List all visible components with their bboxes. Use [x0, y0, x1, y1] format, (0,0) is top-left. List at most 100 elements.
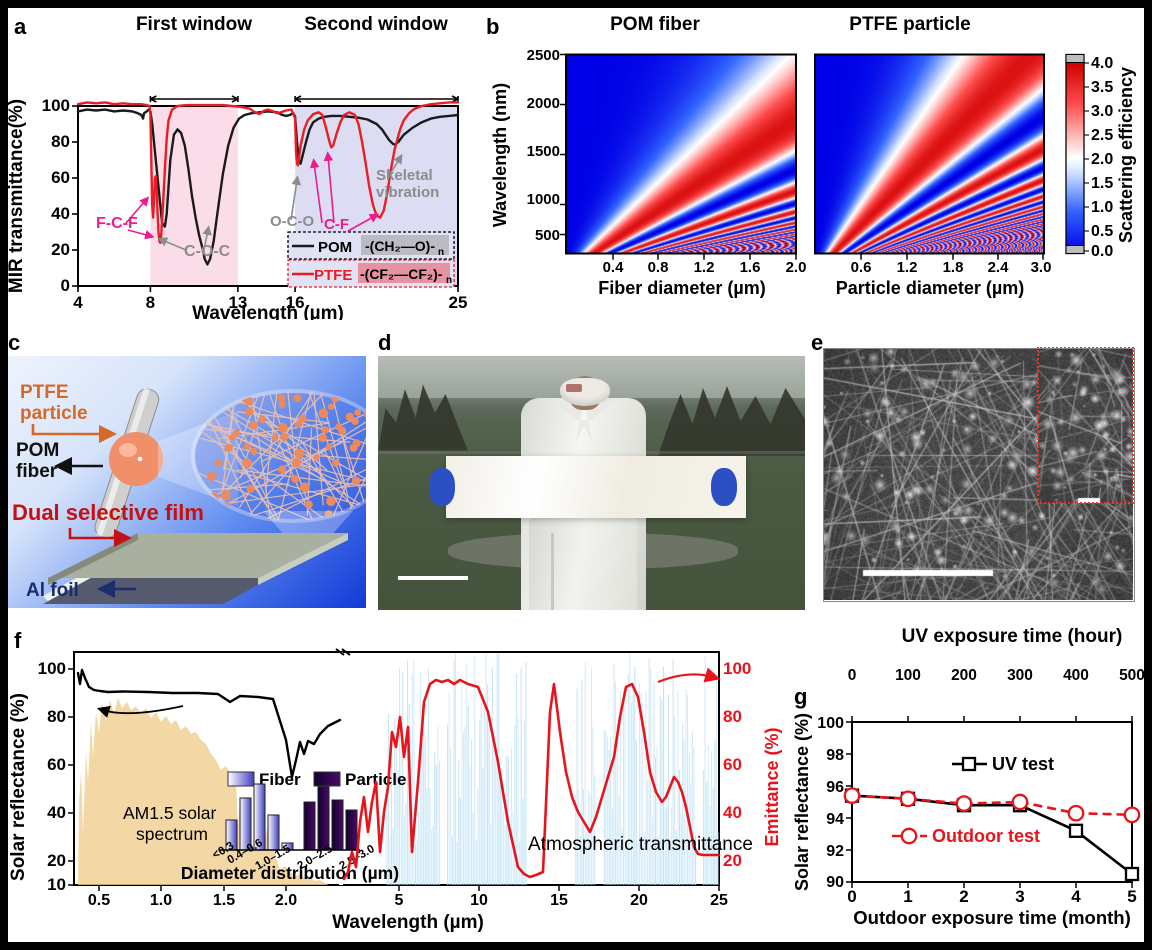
svg-text:Outdoor exposure time (month): Outdoor exposure time (month) — [853, 907, 1131, 928]
svg-text:1: 1 — [903, 887, 912, 906]
svg-text:100: 100 — [42, 96, 70, 115]
svg-text:3.0: 3.0 — [1091, 103, 1113, 120]
svg-text:Wavelength (µm): Wavelength (µm) — [192, 303, 344, 320]
svg-text:3.0: 3.0 — [1031, 259, 1052, 276]
svg-text:C-F: C-F — [324, 216, 349, 233]
svg-text:2.0: 2.0 — [786, 259, 807, 276]
svg-text:0: 0 — [61, 276, 70, 295]
svg-text:Diameter distribution (µm): Diameter distribution (µm) — [181, 863, 399, 883]
svg-text:5: 5 — [1127, 887, 1136, 906]
svg-text:80: 80 — [51, 132, 70, 151]
svg-text:40: 40 — [51, 204, 70, 223]
svg-text:3.5: 3.5 — [1091, 79, 1113, 96]
svg-text:0.5: 0.5 — [88, 892, 110, 909]
svg-text:Skeletal: Skeletal — [376, 167, 433, 184]
svg-text:20: 20 — [47, 851, 66, 870]
svg-text:10: 10 — [47, 875, 66, 894]
svg-text:Outdoor test: Outdoor test — [932, 826, 1040, 846]
svg-text:1.5: 1.5 — [1091, 175, 1113, 192]
svg-text:0.6: 0.6 — [851, 259, 872, 276]
svg-text:POM: POM — [318, 239, 352, 256]
svg-text:-(CH₂—O)-: -(CH₂—O)- — [365, 238, 435, 254]
svg-text:98: 98 — [826, 747, 844, 764]
svg-text:2.5: 2.5 — [1091, 127, 1113, 144]
svg-text:25: 25 — [449, 293, 468, 312]
svg-text:2.4: 2.4 — [988, 259, 1010, 276]
svg-text:300: 300 — [1007, 667, 1033, 684]
svg-text:PTFE particle: PTFE particle — [849, 14, 970, 35]
svg-text:1500: 1500 — [527, 143, 560, 160]
svg-text:4: 4 — [1071, 887, 1081, 906]
svg-text:20: 20 — [630, 892, 648, 909]
svg-text:Solar reflectance (%): Solar reflectance (%) — [792, 713, 812, 891]
svg-text:40: 40 — [723, 803, 742, 822]
svg-text:1.6: 1.6 — [740, 259, 761, 276]
svg-text:100: 100 — [817, 715, 844, 732]
svg-text:100: 100 — [38, 659, 66, 678]
svg-text:10: 10 — [470, 892, 488, 909]
svg-text:Fiber diameter (µm): Fiber diameter (µm) — [598, 278, 765, 298]
svg-text:25: 25 — [710, 892, 728, 909]
svg-text:80: 80 — [47, 707, 66, 726]
svg-text:0.4: 0.4 — [603, 259, 625, 276]
svg-text:4: 4 — [73, 293, 83, 312]
svg-text:n: n — [446, 275, 452, 286]
svg-text:200: 200 — [951, 667, 977, 684]
svg-text:400: 400 — [1063, 667, 1089, 684]
svg-text:2500: 2500 — [527, 47, 560, 64]
svg-text:94: 94 — [826, 811, 844, 828]
svg-text:Scattering efficiency: Scattering efficiency — [1116, 67, 1136, 243]
svg-text:Emittance (%): Emittance (%) — [762, 727, 782, 846]
svg-text:f: f — [14, 628, 22, 653]
svg-text:100: 100 — [895, 667, 921, 684]
svg-text:2: 2 — [959, 887, 968, 906]
svg-text:80: 80 — [723, 707, 742, 726]
svg-text:Wavelength (µm): Wavelength (µm) — [332, 912, 484, 933]
svg-text:1.2: 1.2 — [694, 259, 715, 276]
svg-text:3: 3 — [1015, 887, 1024, 906]
svg-text:MIR transmittance(%): MIR transmittance(%) — [8, 99, 27, 293]
svg-text:500: 500 — [535, 227, 560, 244]
svg-text:Dual selective film: Dual selective film — [12, 500, 204, 525]
svg-text:a: a — [14, 14, 27, 39]
svg-text:90: 90 — [826, 874, 844, 891]
svg-text:vibration: vibration — [376, 184, 439, 201]
svg-text:UV exposure time (hour): UV exposure time (hour) — [902, 626, 1123, 647]
svg-text:n: n — [438, 247, 444, 258]
svg-text:-(CF₂—CF₂)-: -(CF₂—CF₂)- — [360, 266, 443, 282]
svg-text:1000: 1000 — [527, 191, 560, 208]
svg-text:0.5: 0.5 — [1091, 223, 1113, 240]
svg-text:g: g — [794, 684, 807, 709]
svg-text:96: 96 — [826, 779, 844, 796]
svg-text:60: 60 — [51, 168, 70, 187]
svg-text:60: 60 — [723, 755, 742, 774]
svg-text:fiber: fiber — [16, 461, 58, 482]
svg-text:0: 0 — [848, 667, 857, 684]
svg-text:0: 0 — [847, 887, 856, 906]
svg-text:1.0: 1.0 — [1091, 199, 1113, 216]
svg-text:20: 20 — [723, 851, 742, 870]
svg-text:100: 100 — [723, 659, 751, 678]
svg-text:4.0: 4.0 — [1091, 55, 1113, 72]
svg-text:Atmospheric transmittance: Atmospheric transmittance — [528, 834, 753, 855]
svg-text:15: 15 — [550, 892, 568, 909]
svg-text:POM fiber: POM fiber — [610, 14, 700, 35]
svg-text:5: 5 — [395, 892, 404, 909]
svg-text:First window: First window — [136, 14, 252, 35]
svg-text:40: 40 — [47, 803, 66, 822]
svg-text:C-O-C: C-O-C — [184, 243, 231, 260]
svg-text:1.2: 1.2 — [897, 259, 918, 276]
svg-text:Particle diameter (µm): Particle diameter (µm) — [836, 278, 1024, 298]
svg-text:POM: POM — [16, 440, 59, 461]
svg-text:8: 8 — [146, 293, 155, 312]
svg-text:2.0: 2.0 — [1091, 151, 1113, 168]
svg-text:b: b — [486, 14, 499, 39]
svg-text:0.8: 0.8 — [648, 259, 669, 276]
svg-text:2000: 2000 — [527, 95, 560, 112]
svg-text:spectrum: spectrum — [136, 824, 208, 844]
svg-text:Solar reflectance (%): Solar reflectance (%) — [8, 693, 29, 881]
svg-text:1.5: 1.5 — [213, 892, 235, 909]
svg-text:92: 92 — [826, 843, 844, 860]
svg-text:20: 20 — [51, 240, 70, 259]
svg-text:PTFE: PTFE — [314, 267, 352, 284]
